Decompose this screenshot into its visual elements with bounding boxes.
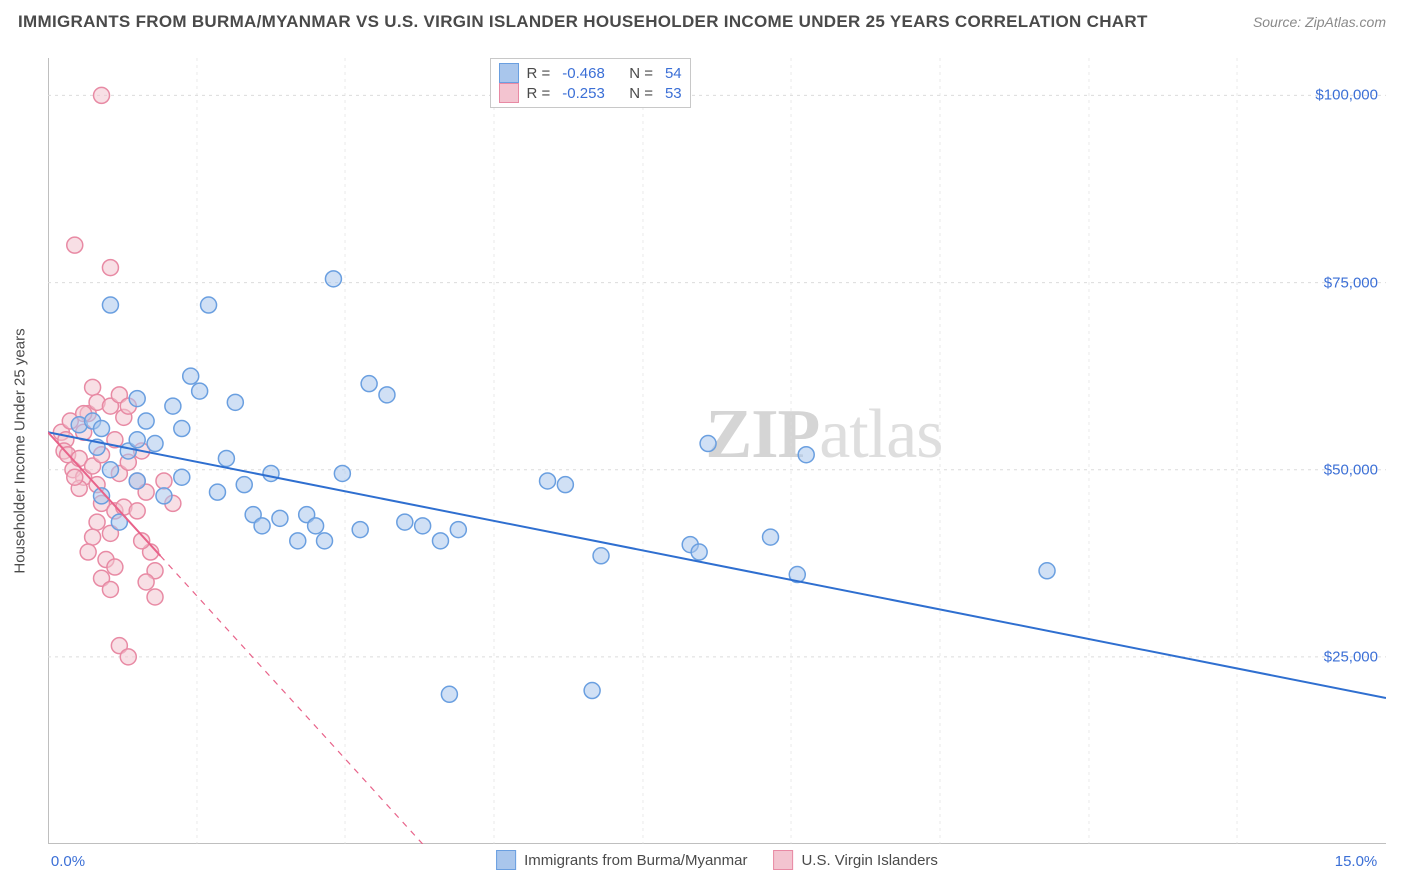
swatch-series1	[499, 63, 519, 83]
legend-item-series2: U.S. Virgin Islanders	[773, 850, 937, 870]
y-tick-label: $75,000	[1324, 274, 1378, 291]
x-tick-label: 15.0%	[1335, 853, 1378, 870]
r-label-2: R =	[527, 85, 551, 102]
n-label-1: N =	[629, 65, 653, 82]
x-tick-label: 0.0%	[51, 853, 85, 870]
legend-label-2: U.S. Virgin Islanders	[801, 852, 937, 869]
y-tick-label: $50,000	[1324, 461, 1378, 478]
legend-item-series1: Immigrants from Burma/Myanmar	[496, 850, 747, 870]
legend-swatch-2	[773, 850, 793, 870]
y-tick-label: $100,000	[1315, 87, 1378, 104]
r-value-1: -0.468	[562, 65, 605, 82]
stat-row-series1: R = -0.468 N = 54	[499, 63, 682, 83]
n-value-1: 54	[665, 65, 682, 82]
scatter-plot	[48, 58, 1386, 844]
source-text: Source: ZipAtlas.com	[1253, 14, 1386, 30]
chart-area: ZIPatlas Householder Income Under 25 yea…	[48, 58, 1386, 844]
legend-label-1: Immigrants from Burma/Myanmar	[524, 852, 747, 869]
n-label-2: N =	[629, 85, 653, 102]
chart-title: IMMIGRANTS FROM BURMA/MYANMAR VS U.S. VI…	[18, 12, 1148, 32]
y-axis-label: Householder Income Under 25 years	[12, 328, 29, 573]
y-tick-label: $25,000	[1324, 648, 1378, 665]
n-value-2: 53	[665, 85, 682, 102]
correlation-stats-box: R = -0.468 N = 54 R = -0.253 N = 53	[490, 58, 691, 108]
swatch-series2	[499, 83, 519, 103]
stat-row-series2: R = -0.253 N = 53	[499, 83, 682, 103]
legend-swatch-1	[496, 850, 516, 870]
r-label-1: R =	[527, 65, 551, 82]
legend-bottom: Immigrants from Burma/Myanmar U.S. Virgi…	[496, 850, 938, 870]
r-value-2: -0.253	[562, 85, 605, 102]
